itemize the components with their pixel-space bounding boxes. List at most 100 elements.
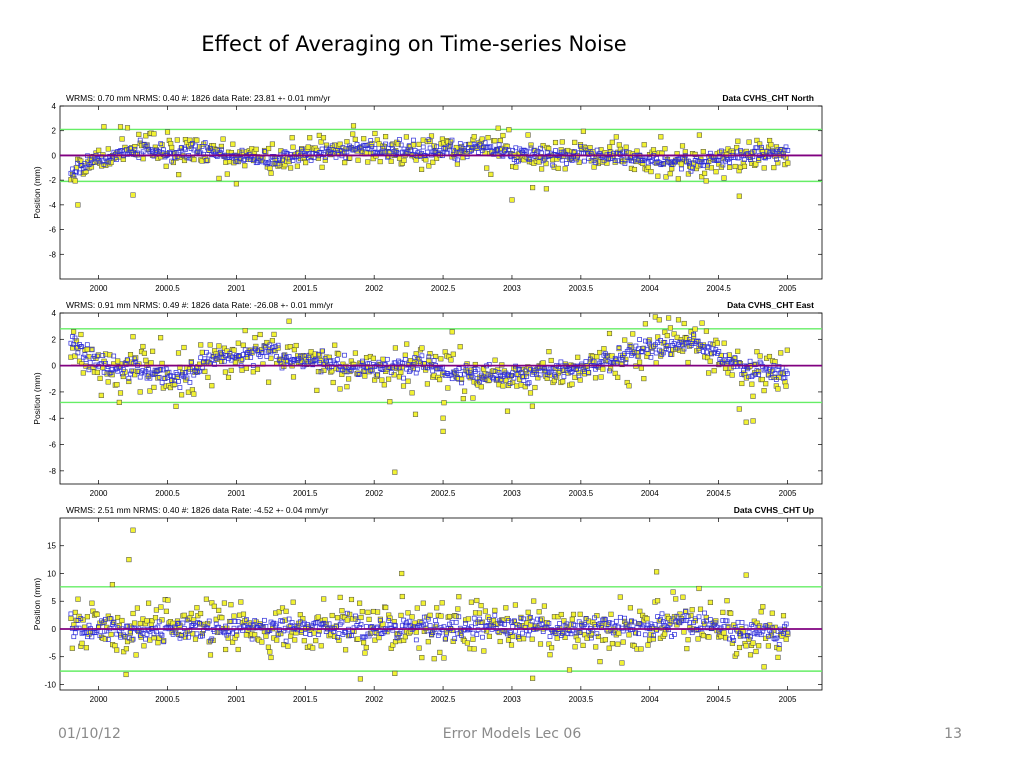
avg-point xyxy=(259,349,264,355)
avg-point xyxy=(394,149,400,155)
avg-point xyxy=(730,635,735,640)
raw-point xyxy=(637,359,643,365)
raw-point xyxy=(543,186,549,192)
avg-point xyxy=(449,137,455,143)
raw-point xyxy=(711,368,717,374)
averaged-series xyxy=(68,609,791,647)
avg-point xyxy=(766,372,771,378)
raw-point xyxy=(114,382,120,388)
raw-point xyxy=(263,633,269,639)
avg-point xyxy=(632,619,637,625)
avg-point xyxy=(772,636,778,642)
raw-point xyxy=(654,569,660,575)
raw-point xyxy=(268,654,274,661)
raw-point xyxy=(151,635,157,641)
raw-point xyxy=(700,633,706,639)
raw-point xyxy=(785,160,791,166)
avg-point xyxy=(170,631,176,637)
avg-point xyxy=(600,359,606,365)
avg-point xyxy=(228,357,234,363)
avg-point xyxy=(653,350,659,356)
raw-point xyxy=(136,628,142,635)
raw-point xyxy=(617,146,623,152)
avg-point xyxy=(654,156,659,161)
avg-point xyxy=(285,627,291,633)
avg-point xyxy=(677,340,683,345)
raw-point xyxy=(320,135,327,141)
raw-point xyxy=(372,637,378,643)
raw-point xyxy=(337,594,343,600)
y-tick-label: -5 xyxy=(49,653,57,662)
avg-point xyxy=(182,145,187,151)
avg-point xyxy=(747,358,753,364)
avg-point xyxy=(275,161,281,167)
raw-point xyxy=(438,356,444,362)
avg-point xyxy=(507,630,513,636)
avg-point xyxy=(571,622,576,628)
raw-point xyxy=(778,350,784,356)
avg-point xyxy=(427,623,433,628)
footer-center-label: Error Models Lec 06 xyxy=(442,726,582,742)
raw-point xyxy=(492,138,498,144)
raw-point xyxy=(437,377,443,383)
avg-point xyxy=(658,162,664,168)
avg-point xyxy=(499,620,505,626)
avg-point xyxy=(694,339,699,344)
raw-point xyxy=(101,619,107,625)
avg-point xyxy=(383,141,388,147)
x-tick-label: 2001.5 xyxy=(293,695,318,704)
raw-point xyxy=(148,360,154,366)
raw-point xyxy=(486,633,492,639)
avg-point xyxy=(369,368,375,374)
avg-point xyxy=(659,352,665,357)
raw-point xyxy=(108,631,114,638)
avg-point xyxy=(784,371,790,376)
avg-point xyxy=(286,354,292,359)
raw-point xyxy=(510,633,516,640)
raw-point xyxy=(315,155,321,161)
avg-point xyxy=(318,369,324,375)
raw-point xyxy=(488,171,494,177)
x-tick-label: 2004.5 xyxy=(706,489,731,498)
avg-point xyxy=(579,623,585,628)
avg-point xyxy=(546,621,552,626)
raw-point xyxy=(453,144,459,151)
avg-point xyxy=(217,150,223,155)
raw-point xyxy=(290,374,297,380)
raw-point xyxy=(768,633,774,639)
raw-point xyxy=(165,597,171,603)
raw-point xyxy=(290,599,296,605)
raw-point xyxy=(577,377,583,383)
raw-point xyxy=(161,638,167,644)
avg-point xyxy=(477,616,482,622)
avg-point xyxy=(460,146,466,151)
avg-point xyxy=(173,630,179,636)
raw-point xyxy=(221,345,227,351)
avg-point xyxy=(723,353,728,359)
raw-point xyxy=(753,161,759,167)
raw-point xyxy=(266,145,272,152)
avg-point xyxy=(246,350,252,355)
raw-point xyxy=(504,408,511,414)
avg-point xyxy=(724,618,730,624)
raw-point xyxy=(72,353,78,359)
avg-point xyxy=(689,341,695,346)
avg-point xyxy=(622,615,627,621)
raw-point xyxy=(79,640,85,646)
raw-point xyxy=(753,648,759,655)
raw-point xyxy=(329,368,335,374)
raw-point xyxy=(395,632,401,638)
avg-point xyxy=(268,349,274,355)
raw-point xyxy=(75,202,81,208)
raw-point xyxy=(626,632,632,638)
avg-point xyxy=(619,355,625,360)
avg-point xyxy=(550,162,556,168)
avg-point xyxy=(462,148,467,154)
raw-point xyxy=(126,378,132,385)
raw-point xyxy=(158,335,164,341)
y-tick-label: 10 xyxy=(47,569,56,578)
avg-point xyxy=(516,634,521,639)
raw-point xyxy=(769,610,775,616)
raw-point xyxy=(426,163,432,169)
raw-point xyxy=(318,643,324,649)
